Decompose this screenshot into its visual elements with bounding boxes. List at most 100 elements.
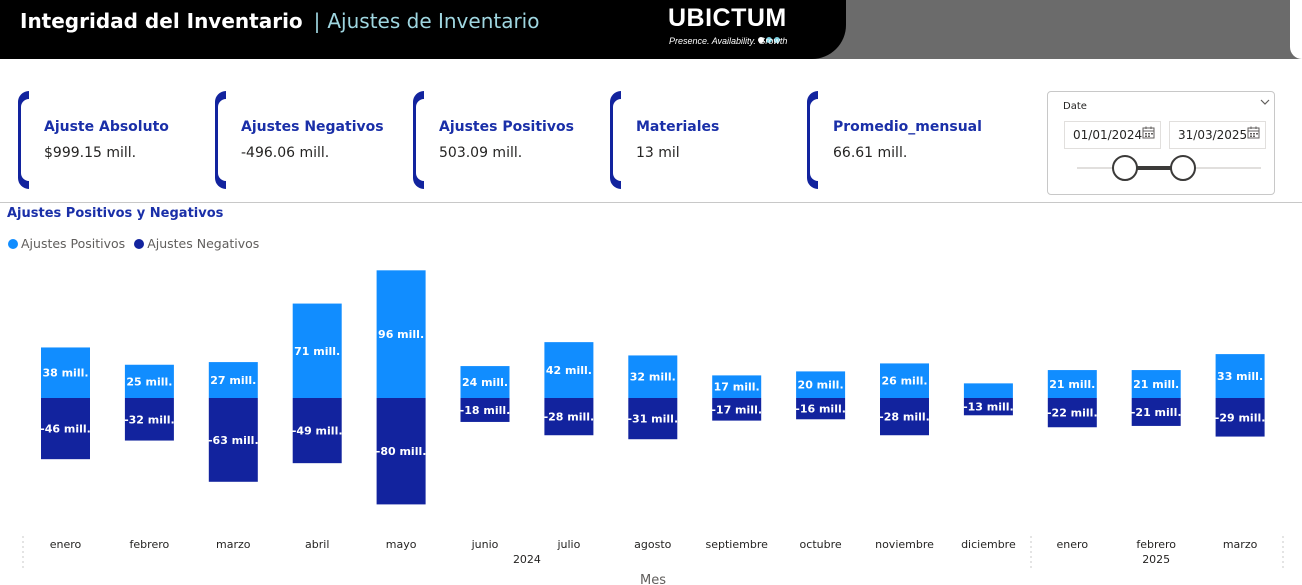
data-label-negative: -32 mill. <box>124 413 175 426</box>
slider-end-handle[interactable] <box>1170 155 1196 181</box>
data-label-negative: -22 mill. <box>1047 407 1098 420</box>
bar-negative[interactable] <box>544 398 594 436</box>
bar-positive[interactable] <box>1215 354 1265 398</box>
logo-tagline: Presence. Availability. Growth <box>669 36 788 46</box>
x-tick-label: mayo <box>386 538 417 551</box>
date-range-slicer[interactable]: Date 01/01/2024 31/03/2025 <box>1047 91 1275 195</box>
bar-negative[interactable] <box>292 398 342 464</box>
x-tick-label: agosto <box>634 538 671 551</box>
section-divider <box>0 202 1302 203</box>
slider-start-handle[interactable] <box>1112 155 1138 181</box>
bar-negative[interactable] <box>376 398 426 505</box>
bar-positive[interactable] <box>544 342 594 398</box>
bar-positive[interactable] <box>628 355 678 398</box>
chart-legend[interactable]: Ajustes Positivos Ajustes Negativos <box>8 236 264 251</box>
bar-positive[interactable] <box>796 371 846 398</box>
bar-negative[interactable] <box>208 398 258 482</box>
end-date-input[interactable]: 31/03/2025 <box>1169 121 1266 149</box>
legend-swatch-positive <box>8 239 18 249</box>
start-date-input[interactable]: 01/01/2024 <box>1064 121 1161 149</box>
kpi-card-ajustes-negativos[interactable]: Ajustes Negativos -496.06 mill. <box>215 91 395 189</box>
data-label-negative: -17 mill. <box>711 403 762 416</box>
kpi-value: $999.15 mill. <box>44 145 137 161</box>
kpi-accent-bar <box>807 91 818 189</box>
data-label-positive: 32 mill. <box>630 371 676 384</box>
title-separator: | <box>313 9 321 33</box>
bar-negative[interactable] <box>963 398 1013 416</box>
kpi-value: 66.61 mill. <box>833 145 908 161</box>
slicer-label: Date <box>1063 101 1087 112</box>
kpi-label: Ajustes Positivos <box>439 119 574 135</box>
bar-positive[interactable] <box>712 375 762 398</box>
chart-title: Ajustes Positivos y Negativos <box>7 206 224 221</box>
x-tick-label: noviembre <box>875 538 934 551</box>
calendar-icon[interactable] <box>1247 126 1260 139</box>
kpi-value: 13 mil <box>636 145 680 161</box>
x-year-label: 2025 <box>1142 553 1170 566</box>
data-label-positive: 24 mill. <box>462 376 508 389</box>
bar-positive[interactable] <box>1131 370 1181 398</box>
end-date-value: 31/03/2025 <box>1178 128 1248 142</box>
bar-negative[interactable] <box>124 398 174 441</box>
kpi-accent-bar <box>18 91 29 189</box>
kpi-card-ajustes-positivos[interactable]: Ajustes Positivos 503.09 mill. <box>413 91 593 189</box>
data-label-negative: -63 mill. <box>208 434 259 447</box>
data-label-positive: 20 mill. <box>798 379 844 392</box>
kpi-value: -496.06 mill. <box>241 145 330 161</box>
bar-negative[interactable] <box>712 398 762 421</box>
bar-positive[interactable] <box>376 270 426 398</box>
x-tick-label: febrero <box>1136 538 1176 551</box>
bar-negative[interactable] <box>1131 398 1181 426</box>
bar-positive[interactable] <box>460 366 510 398</box>
x-tick-label: abril <box>305 538 329 551</box>
kpi-card-promedio-mensual[interactable]: Promedio_mensual 66.61 mill. <box>807 91 987 189</box>
legend-item-positive[interactable]: Ajustes Positivos <box>8 236 125 251</box>
bar-positive[interactable] <box>963 383 1013 398</box>
bar-positive[interactable] <box>1047 370 1097 398</box>
legend-item-negative[interactable]: Ajustes Negativos <box>134 236 259 251</box>
calendar-icon[interactable] <box>1142 126 1155 139</box>
data-label-negative: -28 mill. <box>879 411 930 424</box>
data-label-negative: -29 mill. <box>1215 411 1266 424</box>
bar-negative[interactable] <box>880 398 929 436</box>
x-tick-label: septiembre <box>706 538 769 551</box>
kpi-value: 503.09 mill. <box>439 145 523 161</box>
kpi-card-materiales[interactable]: Materiales 13 mil <box>610 91 790 189</box>
x-tick-label: julio <box>556 538 580 551</box>
start-date-value: 01/01/2024 <box>1073 128 1143 142</box>
x-tick-label: octubre <box>800 538 842 551</box>
data-label-negative: -13 mill. <box>963 401 1014 414</box>
bar-negative[interactable] <box>41 398 90 460</box>
page-subtitle: Ajustes de Inventario <box>327 9 540 33</box>
bar-positive[interactable] <box>880 363 929 398</box>
bar-positive[interactable] <box>124 364 174 398</box>
bar-positive[interactable] <box>41 347 90 398</box>
data-label-negative: -31 mill. <box>627 413 678 426</box>
page-title: Integridad del Inventario | Ajustes de I… <box>20 9 539 33</box>
data-label-positive: 71 mill. <box>294 345 340 358</box>
data-label-negative: -21 mill. <box>1131 406 1182 419</box>
bar-negative[interactable] <box>1047 398 1097 428</box>
bar-negative[interactable] <box>628 398 678 440</box>
data-label-positive: 21 mill. <box>1049 378 1095 391</box>
kpi-label: Promedio_mensual <box>833 119 982 135</box>
bar-negative[interactable] <box>796 398 846 420</box>
company-logo: UBICTUM Presence. Availability. Growth <box>666 4 796 50</box>
bar-negative[interactable] <box>460 398 510 422</box>
bar-positive[interactable] <box>292 303 342 398</box>
kpi-card-ajuste-absoluto[interactable]: Ajuste Absoluto $999.15 mill. <box>18 91 198 189</box>
x-year-label: 2024 <box>513 553 541 566</box>
chevron-down-icon[interactable] <box>1260 98 1270 109</box>
data-label-positive: 25 mill. <box>126 375 172 388</box>
data-label-negative: -46 mill. <box>40 423 91 436</box>
legend-swatch-negative <box>134 239 145 249</box>
data-label-positive: 21 mill. <box>1133 378 1179 391</box>
bar-positive[interactable] <box>208 362 258 398</box>
data-label-negative: -49 mill. <box>292 425 343 438</box>
header-edge <box>1290 0 1302 59</box>
data-label-positive: 96 mill. <box>378 328 424 341</box>
kpi-accent-bar <box>215 91 226 189</box>
kpi-label: Ajuste Absoluto <box>44 119 169 135</box>
bar-negative[interactable] <box>1215 398 1265 437</box>
data-label-positive: 26 mill. <box>881 375 927 388</box>
